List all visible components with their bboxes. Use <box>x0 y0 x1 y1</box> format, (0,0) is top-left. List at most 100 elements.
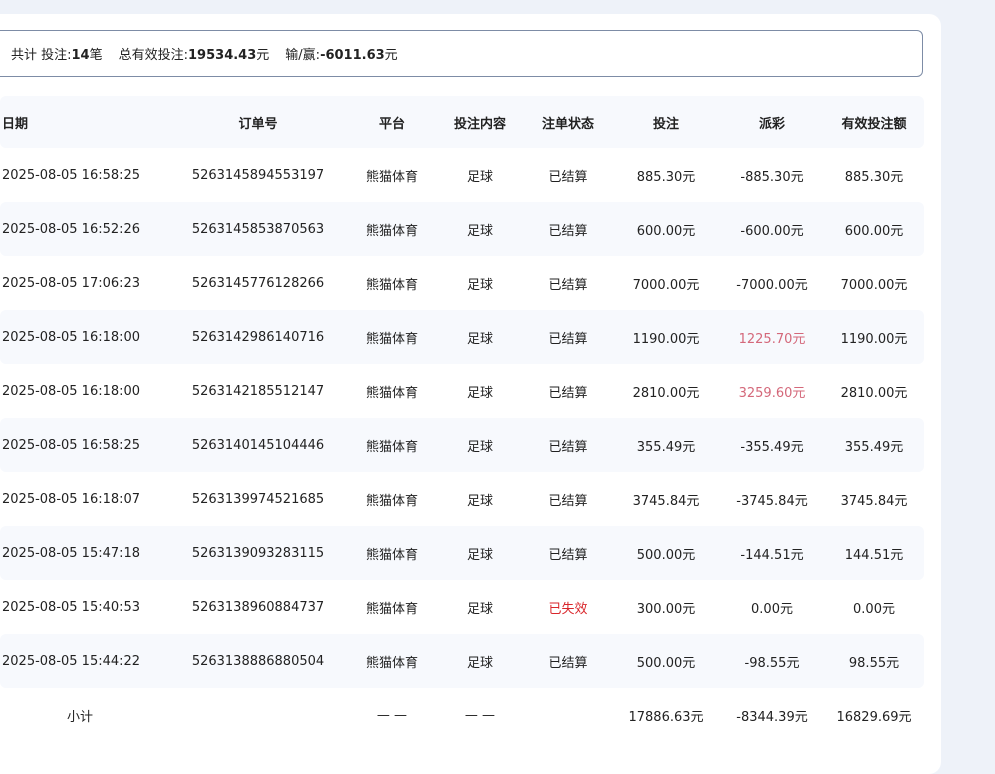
col-date: 日期 <box>2 116 29 132</box>
cell-status: 已结算 <box>548 547 588 563</box>
cell-date: 2025-08-05 16:52:26 <box>2 221 141 237</box>
cell-payout: 1225.70元 <box>738 331 806 347</box>
col-valid: 有效投注额 <box>841 116 907 132</box>
table-row[interactable]: 2025-08-05 17:06:23 5263145776128266 熊猫体育 足… <box>0 256 924 310</box>
cell-order: 5263138886880504 <box>191 653 325 669</box>
cell-order: 5263145894553197 <box>191 167 325 183</box>
cell-content: 足球 <box>466 169 494 185</box>
cell-status: 已失效 <box>548 601 588 617</box>
cell-platform: 熊猫体育 <box>365 331 419 347</box>
col-content: 投注内容 <box>453 116 507 132</box>
cell-date: 2025-08-05 17:06:23 <box>2 275 141 291</box>
cell-payout: -3745.84元 <box>736 493 808 509</box>
cell-platform: 熊猫体育 <box>365 385 419 401</box>
cell-valid: 355.49元 <box>844 439 904 455</box>
table-row[interactable]: 2025-08-05 15:47:18 5263139093283115 熊猫体育 足… <box>0 526 924 580</box>
col-order: 订单号 <box>238 116 278 132</box>
subtotal-payout: -8344.39元 <box>736 709 808 725</box>
col-status: 注单状态 <box>541 116 595 132</box>
cell-payout: 3259.60元 <box>738 385 806 401</box>
cell-content: 足球 <box>466 277 494 293</box>
cell-status: 已结算 <box>548 385 588 401</box>
cell-valid: 885.30元 <box>844 169 904 185</box>
table-row[interactable]: 2025-08-05 16:18:07 5263139974521685 熊猫体育 足… <box>0 472 924 526</box>
cell-payout: -355.49元 <box>740 439 804 455</box>
cell-date: 2025-08-05 16:18:00 <box>2 383 141 399</box>
cell-status: 已结算 <box>548 493 588 509</box>
cell-bet: 600.00元 <box>636 223 696 239</box>
cell-valid: 600.00元 <box>844 223 904 239</box>
cell-valid: 7000.00元 <box>840 277 908 293</box>
cell-status: 已结算 <box>548 331 588 347</box>
cell-bet: 7000.00元 <box>632 277 700 293</box>
cell-platform: 熊猫体育 <box>365 493 419 509</box>
subtotal-valid: 16829.69元 <box>836 709 912 725</box>
cell-valid: 1190.00元 <box>840 331 908 347</box>
cell-payout: 0.00元 <box>751 601 793 617</box>
cell-date: 2025-08-05 15:40:53 <box>2 599 141 615</box>
cell-status: 已结算 <box>548 169 588 185</box>
col-bet: 投注 <box>652 116 680 132</box>
table-row[interactable]: 2025-08-05 16:58:25 5263145894553197 熊猫体育 足… <box>0 148 924 202</box>
cell-order: 5263142185512147 <box>191 383 325 399</box>
cell-payout: -600.00元 <box>740 223 804 239</box>
cell-payout: -144.51元 <box>740 547 804 563</box>
subtotal-bet: 17886.63元 <box>628 709 704 725</box>
cell-content: 足球 <box>466 331 494 347</box>
cell-bet: 1190.00元 <box>632 331 700 347</box>
total-valid-bet: 19534.43 <box>188 48 257 63</box>
subtotal-row: 小计 — — — — 17886.63元 -8344.39元 16829.69元 <box>0 688 924 742</box>
cell-order: 5263145853870563 <box>191 221 325 237</box>
cell-valid: 3745.84元 <box>840 493 908 509</box>
cell-bet: 3745.84元 <box>632 493 700 509</box>
table-header: 日期 订单号 平台 投注内容 注单状态 投注 派彩 有效投注额 <box>0 96 924 148</box>
cell-date: 2025-08-05 16:58:25 <box>2 437 141 453</box>
cell-status: 已结算 <box>548 439 588 455</box>
cell-content: 足球 <box>466 655 494 671</box>
cell-bet: 500.00元 <box>636 655 696 671</box>
cell-bet: 500.00元 <box>636 547 696 563</box>
win-loss: -6011.63 <box>320 48 385 63</box>
summary-bar: 共计 投注:14笔 总有效投注:19534.43元 输/赢:-6011.63元 <box>0 30 923 77</box>
cell-content: 足球 <box>466 493 494 509</box>
cell-status: 已结算 <box>548 655 588 671</box>
table-row[interactable]: 2025-08-05 15:40:53 5263138960884737 熊猫体育 足… <box>0 580 924 634</box>
cell-order: 5263142986140716 <box>191 329 325 345</box>
table-row[interactable]: 2025-08-05 16:52:26 5263145853870563 熊猫体育 足… <box>0 202 924 256</box>
cell-content: 足球 <box>466 547 494 563</box>
cell-platform: 熊猫体育 <box>365 169 419 185</box>
cell-order: 5263145776128266 <box>191 275 325 291</box>
cell-date: 2025-08-05 15:44:22 <box>2 653 141 669</box>
cell-content: 足球 <box>466 439 494 455</box>
cell-date: 2025-08-05 16:18:00 <box>2 329 141 345</box>
cell-bet: 2810.00元 <box>632 385 700 401</box>
cell-date: 2025-08-05 15:47:18 <box>2 545 141 561</box>
cell-valid: 144.51元 <box>844 547 904 563</box>
cell-platform: 熊猫体育 <box>365 601 419 617</box>
cell-order: 5263140145104446 <box>191 437 325 453</box>
cell-status: 已结算 <box>548 277 588 293</box>
cell-order: 5263139974521685 <box>191 491 325 507</box>
bet-count: 14 <box>71 48 90 63</box>
table-row[interactable]: 2025-08-05 16:18:00 5263142986140716 熊猫体育 足… <box>0 310 924 364</box>
col-platform: 平台 <box>378 116 406 132</box>
cell-payout: -7000.00元 <box>736 277 808 293</box>
table-row[interactable]: 2025-08-05 16:58:25 5263140145104446 熊猫体育 足… <box>0 418 924 472</box>
cell-valid: 98.55元 <box>848 655 900 671</box>
cell-order: 5263138960884737 <box>191 599 325 615</box>
cell-order: 5263139093283115 <box>191 545 325 561</box>
cell-content: 足球 <box>466 385 494 401</box>
cell-payout: -885.30元 <box>740 169 804 185</box>
cell-platform: 熊猫体育 <box>365 277 419 293</box>
cell-platform: 熊猫体育 <box>365 547 419 563</box>
cell-payout: -98.55元 <box>744 655 800 671</box>
table-row[interactable]: 2025-08-05 15:44:22 5263138886880504 熊猫体育 足… <box>0 634 924 688</box>
cell-date: 2025-08-05 16:18:07 <box>2 491 141 507</box>
subtotal-label: 小计 <box>66 709 94 725</box>
table-row[interactable]: 2025-08-05 16:18:00 5263142185512147 熊猫体育 足… <box>0 364 924 418</box>
cell-platform: 熊猫体育 <box>365 439 419 455</box>
bet-records-table: 日期 订单号 平台 投注内容 注单状态 投注 派彩 有效投注额 2025-08-… <box>0 96 924 742</box>
cell-valid: 2810.00元 <box>840 385 908 401</box>
cell-valid: 0.00元 <box>853 601 895 617</box>
cell-date: 2025-08-05 16:58:25 <box>2 167 141 183</box>
